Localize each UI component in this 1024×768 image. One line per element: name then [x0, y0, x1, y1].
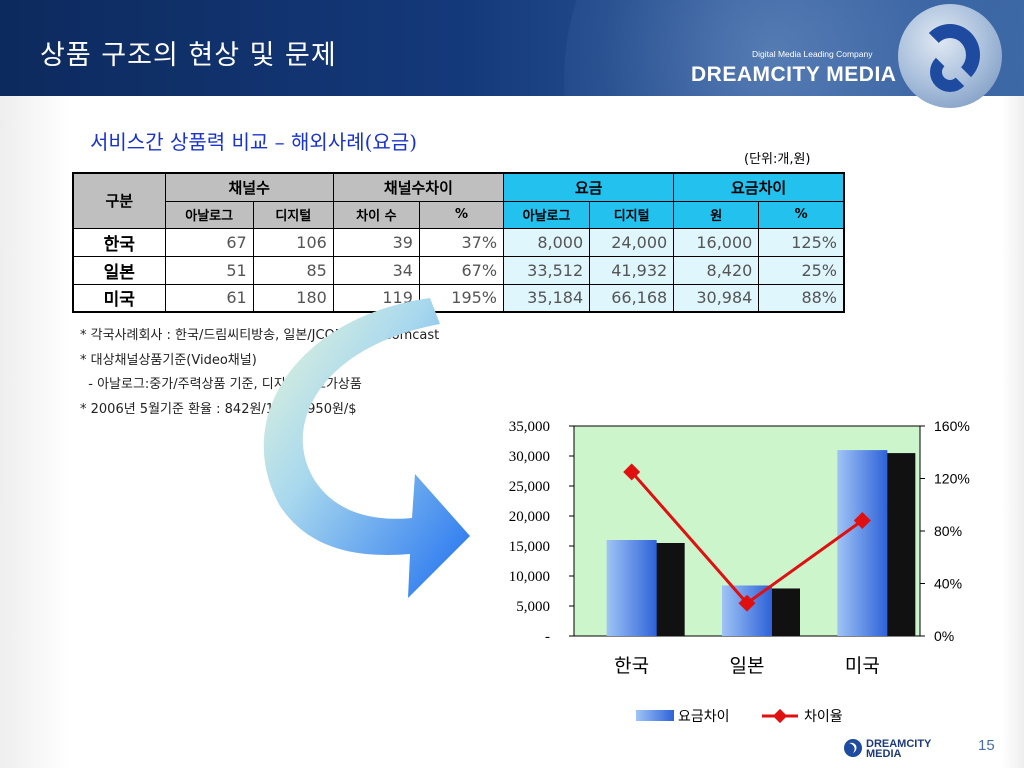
table-row: 한국 67 106 39 37% 8,000 24,000 16,000 125…: [72, 227, 845, 257]
arrow-shape: [263, 298, 470, 598]
table-cell: 88%: [758, 283, 845, 313]
table-header-category: 구분: [72, 172, 166, 229]
page-number: 15: [978, 737, 995, 754]
comparison-table: 구분 채널수 채널수차이 요금 요금차이 아날로그 디지털 차이 수 % 아날로…: [72, 172, 845, 313]
table-cell: 85: [252, 255, 334, 285]
right-axis-label: 80%: [934, 523, 962, 539]
line-point: [853, 512, 871, 529]
category-label: 일본: [730, 655, 765, 677]
right-fade: [1002, 96, 1024, 768]
table-cell: 34: [332, 255, 420, 285]
right-axis-label: 0%: [934, 628, 954, 644]
table-cell: 30,984: [673, 283, 760, 313]
table-cell: 39: [332, 227, 420, 257]
left-axis-label: 25,000: [509, 479, 550, 495]
table-cell: 24,000: [589, 227, 675, 257]
table-cell: 67: [164, 227, 254, 257]
table-cell: 125%: [758, 227, 845, 257]
table-row-label: 한국: [72, 227, 166, 257]
table-cell: 41,932: [589, 255, 675, 285]
left-axis-label: 5,000: [516, 599, 550, 615]
line-point: [738, 594, 756, 612]
dreamcity-logo-icon: [898, 4, 1002, 108]
table-subheader: 차이 수: [332, 200, 420, 229]
table-subheader: 원: [673, 200, 760, 229]
table-cell: 61: [164, 283, 254, 313]
table-subheader: %: [758, 200, 845, 229]
footer-brand: DREAMCITY MEDIA: [866, 738, 932, 760]
legend-label: 차이율: [804, 709, 843, 725]
table-header-fee-diff: 요금차이: [673, 172, 845, 202]
table-cell: 106: [252, 227, 334, 257]
table-cell: 35,184: [503, 283, 591, 313]
table-cell: 51: [164, 255, 254, 285]
table-subheader: 아날로그: [164, 200, 254, 229]
left-axis-label: 10,000: [509, 569, 550, 585]
table-header-channels: 채널수: [164, 172, 334, 202]
table-cell: 25%: [758, 255, 845, 285]
table-header-fee: 요금: [503, 172, 675, 202]
unit-label: (단위:개,원): [744, 152, 811, 167]
table-subheader: 디지털: [589, 200, 675, 229]
note-line: * 대상채널상품기준(Video채널): [80, 352, 257, 368]
left-axis-label: 15,000: [509, 539, 550, 555]
table-cell: 67%: [418, 255, 505, 285]
table-cell: 180: [252, 283, 334, 313]
brand-tagline: Digital Media Leading Company: [752, 49, 873, 59]
bar: [606, 540, 657, 636]
left-axis-label: -: [545, 629, 550, 645]
legend-bar-swatch: [636, 710, 674, 721]
table-subheader: %: [418, 200, 505, 229]
category-label: 미국: [845, 655, 880, 677]
bar: [837, 450, 888, 636]
table-cell: 66,168: [589, 283, 675, 313]
table-row: 일본 51 85 34 67% 33,512 41,932 8,420 25%: [72, 255, 845, 285]
brand-name: DREAMCITY MEDIA: [691, 63, 897, 86]
left-axis-label: 30,000: [509, 449, 550, 465]
legend-marker: [772, 708, 788, 724]
combo-chart: - 5,000 10,000 15,000 20,000 25,000 30,000 35,0…: [509, 418, 970, 725]
slide-title: 상품 구조의 현상 및 문제: [40, 40, 337, 71]
table-subheader: 디지털: [252, 200, 334, 229]
right-axis-label: 40%: [934, 576, 962, 592]
slide-header: 상품 구조의 현상 및 문제 Digital Media Leading Com…: [0, 0, 1024, 96]
left-axis-label: 20,000: [509, 509, 550, 525]
table-row-label: 일본: [72, 255, 166, 285]
table-cell: 37%: [418, 227, 505, 257]
section-subtitle: 서비스간 상품력 비교 – 해외사례(요금): [90, 130, 418, 154]
logo-swirl-lower-icon: [930, 52, 970, 92]
table-cell: 8,000: [503, 227, 591, 257]
table-cell: 33,512: [503, 255, 591, 285]
footer-logo-icon: [844, 739, 862, 757]
category-label: 한국: [614, 655, 649, 677]
legend-label: 요금차이: [678, 709, 730, 725]
table-row-label: 미국: [72, 283, 166, 313]
table-header-channel-diff: 채널수차이: [332, 172, 505, 202]
right-axis-label: 120%: [934, 471, 970, 487]
curved-arrow-icon: [263, 298, 470, 598]
right-axis-label: 160%: [934, 418, 970, 434]
table-cell: 8,420: [673, 255, 760, 285]
table-row: 미국 61 180 119 195% 35,184 66,168 30,984 …: [72, 283, 845, 313]
left-fade: [0, 96, 70, 768]
table-cell: 16,000: [673, 227, 760, 257]
left-axis-label: 35,000: [509, 419, 550, 435]
table-subheader: 아날로그: [503, 200, 591, 229]
